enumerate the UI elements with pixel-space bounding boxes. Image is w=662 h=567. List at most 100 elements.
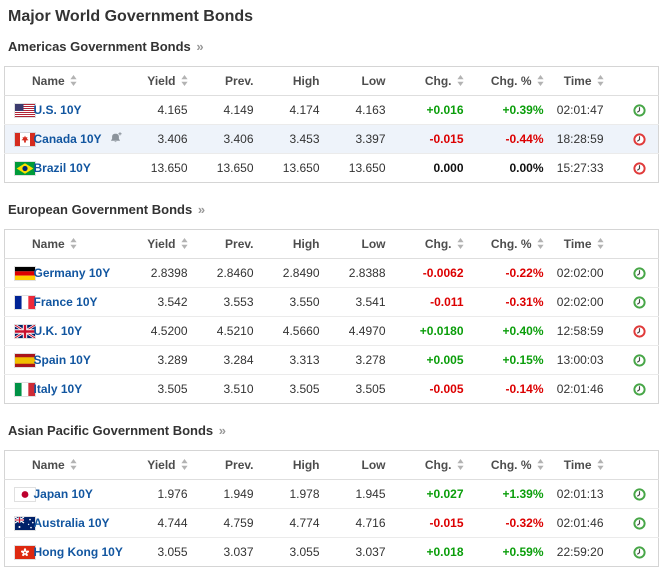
change-percent-cell: +0.39% [502, 103, 544, 117]
es-flag-icon [15, 354, 35, 368]
prev-cell: 2.8460 [216, 266, 254, 280]
column-header-high: High [258, 229, 325, 259]
column-header-time[interactable]: Time [548, 229, 609, 259]
column-header-name[interactable]: Name [4, 66, 145, 96]
bond-name-link[interactable]: Italy 10Y [33, 382, 83, 396]
change-percent-cell: +0.59% [468, 537, 549, 567]
sort-icon [70, 458, 77, 473]
bond-name-link[interactable]: France 10Y [33, 295, 98, 309]
column-header-chg[interactable]: Chg. [390, 66, 469, 96]
double-right-chevron-icon: » [218, 423, 227, 438]
high-cell: 2.8490 [282, 266, 320, 280]
column-header-label: Prev. [225, 74, 254, 88]
au-flag-icon [15, 517, 35, 531]
bond-row: Hong Kong 10Y 3.055 3.037 3.055 3.037 +0.018 +… [4, 537, 659, 567]
column-header-prev: Prev. [192, 229, 259, 259]
bond-name-link[interactable]: Hong Kong 10Y [33, 545, 123, 559]
column-header-chg_pct[interactable]: Chg. % [468, 450, 549, 480]
yield-cell: 13.650 [144, 153, 193, 183]
change-cell: +0.027 [426, 487, 464, 501]
column-header-label: Chg. % [490, 73, 532, 88]
bond-name-link[interactable]: Brazil 10Y [33, 161, 91, 175]
yield-cell: 3.542 [144, 287, 193, 317]
column-header-label: Low [361, 74, 386, 88]
prev-cell: 3.406 [192, 124, 259, 154]
bond-name-link[interactable]: Canada 10Y [33, 132, 102, 146]
high-cell: 4.5660 [258, 316, 325, 346]
bonds-table: Name Yield Prev. High Low Chg. Chg. % Time Germ… [4, 229, 659, 404]
bond-row: Canada 10Y 3.406 3.406 3.453 3.397 -0.015 -0.4… [4, 124, 659, 154]
flag-cell [5, 480, 35, 509]
column-header-label: Chg. % [490, 236, 532, 251]
high-cell: 3.550 [258, 287, 325, 317]
change-cell: -0.011 [390, 287, 469, 317]
column-header-chg_pct[interactable]: Chg. % [468, 66, 549, 96]
column-header-label: Prev. [225, 237, 254, 251]
section-heading-link[interactable]: Asian Pacific Government Bonds » [8, 423, 226, 438]
bond-name-link[interactable]: Australia 10Y [33, 516, 110, 530]
bond-name-link[interactable]: Japan 10Y [33, 487, 93, 501]
yield-cell: 4.744 [144, 508, 193, 538]
clock-icon-green [633, 296, 646, 309]
bond-name-link[interactable]: Germany 10Y [33, 266, 111, 280]
bond-row: Brazil 10Y 13.650 13.650 13.650 13.650 0.000 0… [4, 153, 659, 183]
name-cell: Spain 10Y [32, 345, 145, 375]
clock-icon-green [633, 267, 646, 280]
column-header-time[interactable]: Time [548, 66, 609, 96]
prev-cell: 4.5210 [192, 316, 259, 346]
column-header-label: Time [563, 236, 592, 251]
section-heading-link[interactable]: European Government Bonds » [8, 202, 205, 217]
low-cell: 13.650 [324, 153, 391, 183]
prev-cell: 3.510 [192, 374, 259, 404]
column-header-chg[interactable]: Chg. [390, 229, 469, 259]
low-cell: 3.505 [324, 374, 391, 404]
flag-cell [5, 96, 35, 125]
sort-icon [596, 74, 604, 89]
clock-cell [609, 480, 659, 509]
change-percent-cell: -0.31% [468, 287, 549, 317]
column-header-yield[interactable]: Yield [144, 66, 193, 96]
column-header-chg[interactable]: Chg. [390, 450, 469, 480]
change-cell: -0.0062 [422, 266, 464, 280]
table-header: Name Yield Prev. High Low Chg. Chg. % Time [4, 450, 659, 480]
column-header-chg_pct[interactable]: Chg. % [468, 229, 549, 259]
sort-icon [456, 237, 464, 252]
bond-row: U.K. 10Y 4.5200 4.5210 4.5660 4.4970 +0.0180 +… [4, 316, 659, 346]
bond-row: U.S. 10Y 4.165 4.149 4.174 4.163 +0.016 +0.39%… [5, 96, 659, 125]
bond-row: Italy 10Y 3.505 3.510 3.505 3.505 -0.005 -0.14… [4, 374, 659, 404]
column-header-name[interactable]: Name [4, 229, 145, 259]
column-header-yield[interactable]: Yield [144, 229, 193, 259]
section-heading: Asian Pacific Government Bonds » [8, 423, 654, 438]
clock-cell [608, 153, 659, 183]
section-heading-link[interactable]: Americas Government Bonds » [8, 39, 204, 54]
bond-name-link[interactable]: Spain 10Y [33, 353, 91, 367]
prev-cell: 1.949 [223, 487, 254, 501]
column-header-low: Low [324, 229, 391, 259]
column-header-label: High [292, 458, 320, 472]
low-cell: 4.163 [355, 103, 386, 117]
column-header-yield[interactable]: Yield [144, 450, 193, 480]
bond-name-link[interactable]: U.K. 10Y [33, 324, 83, 338]
flag-cell [4, 508, 35, 538]
prev-cell: 4.149 [223, 103, 254, 117]
alert-bell-plus-icon[interactable] [109, 132, 123, 144]
column-header-label: Time [563, 73, 592, 88]
bond-name-link[interactable]: U.S. 10Y [33, 103, 82, 117]
low-cell: 1.945 [355, 487, 386, 501]
sections-container: Americas Government Bonds » Name Yield Pre… [4, 39, 659, 567]
bond-section: Americas Government Bonds » Name Yield Pre… [4, 39, 659, 183]
clock-icon-green [633, 546, 646, 559]
column-header-label: Chg. [424, 457, 452, 472]
flag-cell [4, 345, 35, 375]
flag-cell [4, 537, 35, 567]
column-header-label: Chg. [424, 236, 452, 251]
name-cell: Brazil 10Y [32, 153, 145, 183]
column-header-label: Chg. [424, 73, 452, 88]
column-header-time[interactable]: Time [548, 450, 609, 480]
table-body: Japan 10Y 1.976 1.949 1.978 1.945 +0.027 +1.39… [4, 480, 659, 567]
name-cell: Italy 10Y [32, 374, 145, 404]
column-header-name[interactable]: Name [4, 450, 145, 480]
change-percent-cell: -0.44% [468, 124, 549, 154]
bond-row: Australia 10Y 4.744 4.759 4.774 4.716 -0.015-… [4, 508, 659, 538]
column-header-clock [608, 66, 659, 96]
